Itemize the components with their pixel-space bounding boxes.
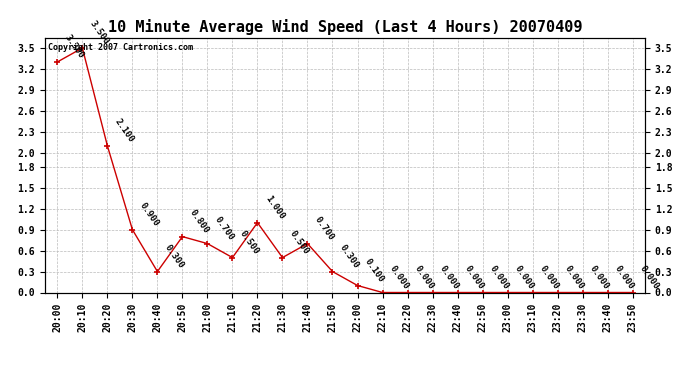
Text: 3.500: 3.500 [88,20,110,46]
Text: 0.000: 0.000 [388,264,411,291]
Text: 0.900: 0.900 [138,201,161,228]
Text: 0.300: 0.300 [338,243,361,270]
Text: 0.000: 0.000 [538,264,561,291]
Text: Copyright 2007 Cartronics.com: Copyright 2007 Cartronics.com [48,43,193,52]
Text: 0.500: 0.500 [288,229,310,256]
Text: 0.000: 0.000 [463,264,486,291]
Text: 0.300: 0.300 [163,243,186,270]
Title: 10 Minute Average Wind Speed (Last 4 Hours) 20070409: 10 Minute Average Wind Speed (Last 4 Hou… [108,19,582,35]
Text: 0.800: 0.800 [188,208,210,235]
Text: 0.000: 0.000 [638,264,661,291]
Text: 0.700: 0.700 [313,215,336,242]
Text: 2.100: 2.100 [113,117,136,144]
Text: 1.000: 1.000 [263,194,286,221]
Text: 0.000: 0.000 [613,264,636,291]
Text: 0.000: 0.000 [413,264,436,291]
Text: 0.000: 0.000 [563,264,586,291]
Text: 0.000: 0.000 [488,264,511,291]
Text: 0.000: 0.000 [588,264,611,291]
Text: 0.700: 0.700 [213,215,236,242]
Text: 0.500: 0.500 [238,229,261,256]
Text: 3.300: 3.300 [63,33,86,61]
Text: 0.000: 0.000 [438,264,461,291]
Text: 0.000: 0.000 [513,264,536,291]
Text: 0.100: 0.100 [363,257,386,284]
